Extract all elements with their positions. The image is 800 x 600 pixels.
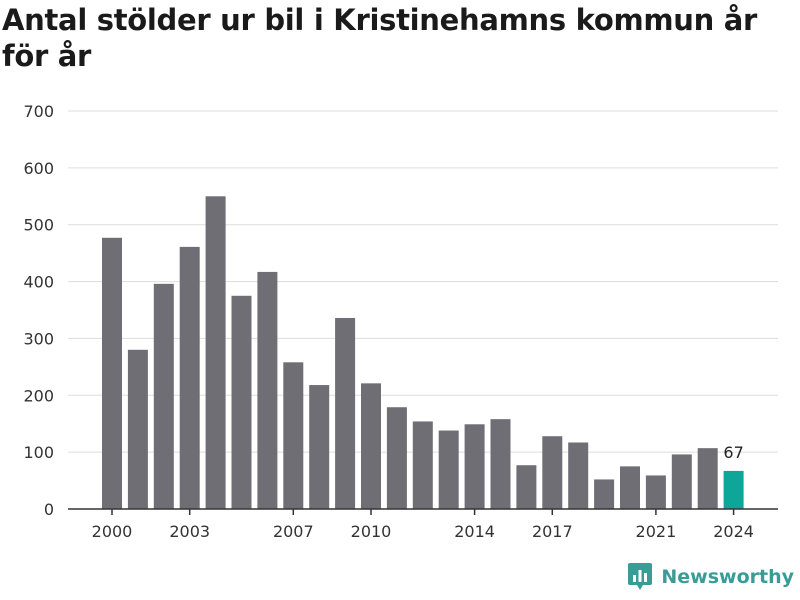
gridlines: [68, 110, 778, 453]
bar-2002: [153, 283, 174, 509]
bar-2013: [438, 430, 459, 509]
bar-2010: [361, 383, 381, 509]
x-tick-label: 2010: [351, 522, 392, 541]
y-tick-label: 0: [44, 500, 54, 519]
y-tick-label: 500: [23, 216, 54, 235]
x-tick-label: 2024: [713, 522, 754, 541]
bar-2016: [516, 465, 537, 509]
y-tick-label: 200: [23, 386, 54, 405]
bar-chart-speech-bubble-icon: [628, 563, 653, 590]
y-tick-label: 600: [23, 159, 54, 178]
bar-2021: [645, 475, 666, 509]
bar-2014: [464, 424, 485, 509]
bar-2018: [568, 442, 589, 509]
bar-2000: [102, 237, 122, 509]
bar-2003: [179, 246, 200, 510]
bar-2019: [594, 479, 615, 509]
x-tick-marks: [111, 509, 735, 515]
chart-title: Antal stölder ur bil i Kristinehamns kom…: [2, 3, 758, 73]
x-tick-label: 2017: [532, 522, 573, 541]
bar-2020: [620, 466, 640, 509]
x-tick-label: 2007: [273, 522, 314, 541]
bar-2009: [335, 317, 356, 509]
x-tick-label: 2000: [92, 522, 133, 541]
brand-logo: Newsworthy: [627, 562, 794, 592]
y-tick-label: 100: [23, 443, 54, 462]
bar-2007: [283, 362, 304, 509]
x-tick-label: 2003: [169, 522, 210, 541]
bar-2011: [386, 407, 407, 509]
y-tick-label: 400: [23, 273, 54, 292]
bar-2015: [490, 419, 511, 509]
y-tick-labels: 0 100 200 300 400 500 600 700: [23, 102, 54, 519]
bars: [102, 196, 744, 510]
bar-2005: [231, 295, 252, 509]
bar-2008: [309, 385, 330, 509]
data-labels: 67: [723, 443, 743, 462]
bar-2012: [412, 421, 433, 509]
x-tick-label: 2021: [636, 522, 677, 541]
bar-2001: [127, 349, 148, 509]
y-tick-label: 700: [23, 102, 54, 121]
bar-2004: [205, 196, 226, 510]
x-tick-labels: 2000 2003 2007 2010 2014 2017 2021 2024: [92, 522, 754, 541]
bar-2017: [542, 436, 563, 509]
y-tick-label: 300: [23, 329, 54, 348]
x-tick-label: 2014: [454, 522, 495, 541]
data-label-2024: 67: [723, 443, 743, 462]
bar-2022: [671, 454, 692, 509]
bar-2023: [697, 448, 718, 509]
brand-name: Newsworthy: [661, 566, 794, 588]
bar-2006: [257, 271, 278, 509]
bar-2024: [723, 470, 744, 509]
